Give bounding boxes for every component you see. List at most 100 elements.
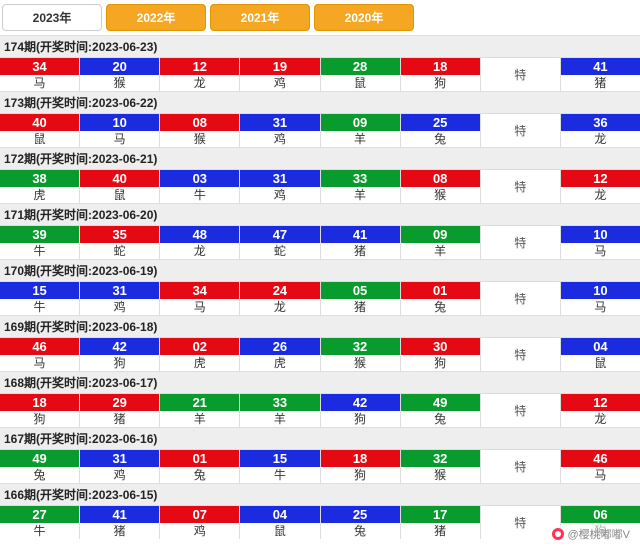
special-label: 特 xyxy=(481,282,561,315)
ball-number: 17 xyxy=(401,506,480,523)
ball: 24龙 xyxy=(240,282,320,315)
period-header: 170期(开奖时间:2023-06-19) xyxy=(0,259,640,282)
ball-zodiac: 马 xyxy=(561,243,640,259)
ball: 38虎 xyxy=(0,170,80,203)
ball-number: 41 xyxy=(321,226,400,243)
ball: 15牛 xyxy=(240,450,320,483)
ball-number: 02 xyxy=(160,338,239,355)
ball-zodiac: 狗 xyxy=(401,75,480,91)
ball-number: 04 xyxy=(561,338,640,355)
ball: 18狗 xyxy=(321,450,401,483)
ball-zodiac: 鸡 xyxy=(240,131,319,147)
ball-zodiac: 鸡 xyxy=(240,75,319,91)
special-label: 特 xyxy=(481,450,561,483)
ball-zodiac: 猪 xyxy=(321,243,400,259)
ball-number: 33 xyxy=(321,170,400,187)
ball-zodiac: 蛇 xyxy=(80,243,159,259)
period-header: 174期(开奖时间:2023-06-23) xyxy=(0,35,640,58)
ball-number: 31 xyxy=(240,114,319,131)
ball: 33羊 xyxy=(321,170,401,203)
result-row: 38虎40鼠03牛31鸡33羊08猴特12龙 xyxy=(0,170,640,203)
ball-zodiac: 鸡 xyxy=(80,299,159,315)
ball-zodiac: 猴 xyxy=(401,467,480,483)
ball: 08猴 xyxy=(401,170,481,203)
ball-number: 26 xyxy=(240,338,319,355)
ball-number: 07 xyxy=(160,506,239,523)
ball-zodiac: 龙 xyxy=(561,131,640,147)
ball-number: 08 xyxy=(160,114,239,131)
ball: 08猴 xyxy=(160,114,240,147)
ball: 40鼠 xyxy=(80,170,160,203)
special-label: 特 xyxy=(481,338,561,371)
ball: 48龙 xyxy=(160,226,240,259)
ball: 41猪 xyxy=(80,506,160,539)
ball-number: 41 xyxy=(561,58,640,75)
year-tab-1[interactable]: 2022年 xyxy=(106,4,206,31)
ball-zodiac: 马 xyxy=(561,467,640,483)
ball-number: 18 xyxy=(401,58,480,75)
ball-number: 39 xyxy=(0,226,79,243)
ball: 30狗 xyxy=(401,338,481,371)
ball-number: 42 xyxy=(80,338,159,355)
special-label: 特 xyxy=(481,226,561,259)
ball-zodiac: 鼠 xyxy=(321,75,400,91)
ball: 28鼠 xyxy=(321,58,401,91)
period-header: 168期(开奖时间:2023-06-17) xyxy=(0,371,640,394)
ball-number: 46 xyxy=(561,450,640,467)
ball-zodiac: 猪 xyxy=(401,523,480,539)
ball-number: 15 xyxy=(240,450,319,467)
ball-number: 01 xyxy=(401,282,480,299)
ball: 21羊 xyxy=(160,394,240,427)
watermark: @樱桃嘟嘟V xyxy=(548,525,634,543)
ball-number: 21 xyxy=(160,394,239,411)
ball-number: 09 xyxy=(321,114,400,131)
ball-number: 40 xyxy=(0,114,79,131)
ball-zodiac: 龙 xyxy=(160,243,239,259)
ball: 05猪 xyxy=(321,282,401,315)
ball-number: 47 xyxy=(240,226,319,243)
year-tab-3[interactable]: 2020年 xyxy=(314,4,414,31)
ball: 19鸡 xyxy=(240,58,320,91)
ball: 01兔 xyxy=(401,282,481,315)
year-tab-0[interactable]: 2023年 xyxy=(2,4,102,31)
ball-number: 46 xyxy=(0,338,79,355)
ball-number: 06 xyxy=(561,506,640,523)
ball: 35蛇 xyxy=(80,226,160,259)
ball-number: 38 xyxy=(0,170,79,187)
ball: 12龙 xyxy=(160,58,240,91)
special-label: 特 xyxy=(481,170,561,203)
ball-zodiac: 鼠 xyxy=(240,523,319,539)
ball: 07鸡 xyxy=(160,506,240,539)
ball-number: 42 xyxy=(321,394,400,411)
special-label: 特 xyxy=(481,58,561,91)
ball: 39牛 xyxy=(0,226,80,259)
ball: 15牛 xyxy=(0,282,80,315)
ball-zodiac: 兔 xyxy=(401,411,480,427)
ball-number: 10 xyxy=(80,114,159,131)
ball-zodiac: 鼠 xyxy=(561,355,640,371)
ball: 20猴 xyxy=(80,58,160,91)
ball: 03牛 xyxy=(160,170,240,203)
ball: 09羊 xyxy=(321,114,401,147)
periods-container: 174期(开奖时间:2023-06-23)34马20猴12龙19鸡28鼠18狗特… xyxy=(0,35,640,539)
ball-zodiac: 马 xyxy=(561,299,640,315)
period-header: 171期(开奖时间:2023-06-20) xyxy=(0,203,640,226)
period-header: 172期(开奖时间:2023-06-21) xyxy=(0,147,640,170)
ball-number: 49 xyxy=(0,450,79,467)
ball: 02虎 xyxy=(160,338,240,371)
ball-zodiac: 虎 xyxy=(160,355,239,371)
ball: 31鸡 xyxy=(80,450,160,483)
result-row: 40鼠10马08猴31鸡09羊25兔特36龙 xyxy=(0,114,640,147)
year-tab-2[interactable]: 2021年 xyxy=(210,4,310,31)
special-ball: 46马 xyxy=(561,450,640,483)
ball-number: 25 xyxy=(321,506,400,523)
ball-number: 36 xyxy=(561,114,640,131)
special-ball: 10马 xyxy=(561,282,640,315)
special-ball: 04鼠 xyxy=(561,338,640,371)
ball-zodiac: 狗 xyxy=(401,355,480,371)
ball: 01兔 xyxy=(160,450,240,483)
ball-number: 34 xyxy=(0,58,79,75)
ball-number: 34 xyxy=(160,282,239,299)
ball-number: 19 xyxy=(240,58,319,75)
ball-zodiac: 兔 xyxy=(401,131,480,147)
